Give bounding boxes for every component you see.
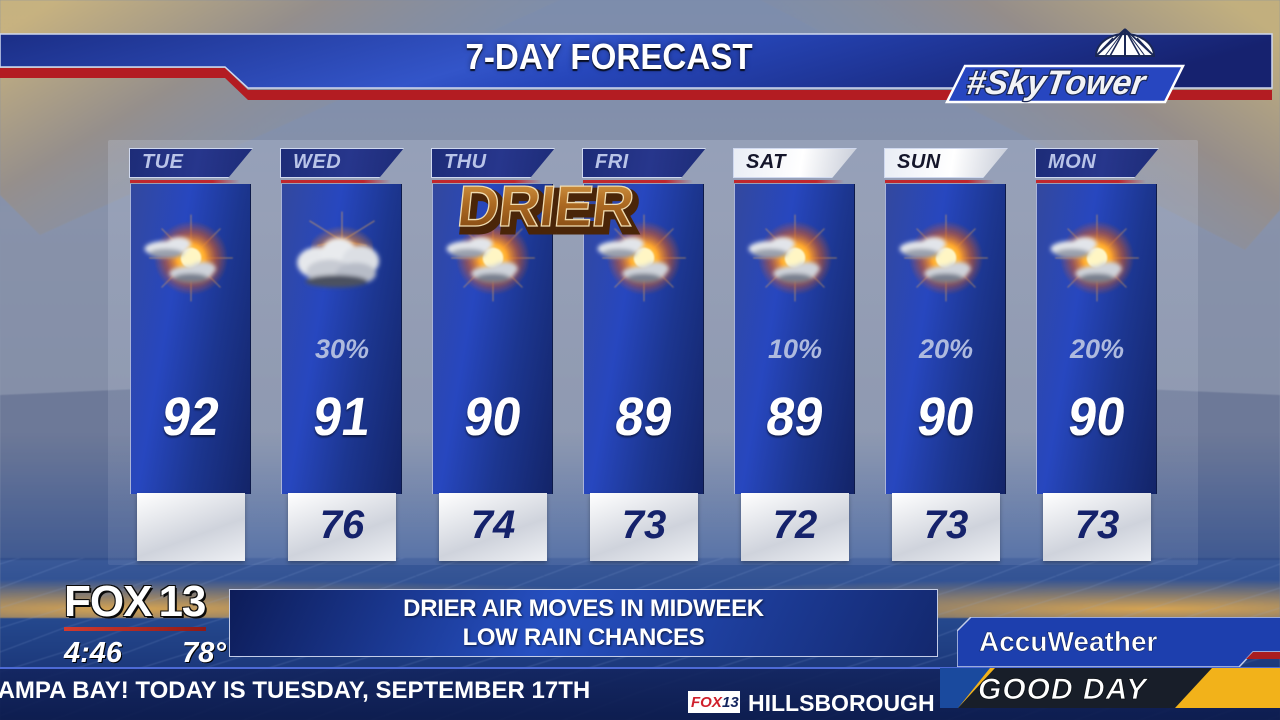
svg-text:#SkyTower: #SkyTower <box>964 64 1149 102</box>
svg-text:FOX: FOX <box>691 694 723 711</box>
svg-text:13: 13 <box>722 694 739 711</box>
svg-text:DRIER: DRIER <box>455 175 637 239</box>
svg-text:AccuWeather: AccuWeather <box>979 626 1158 657</box>
svg-text:GOOD DAY: GOOD DAY <box>978 673 1149 706</box>
